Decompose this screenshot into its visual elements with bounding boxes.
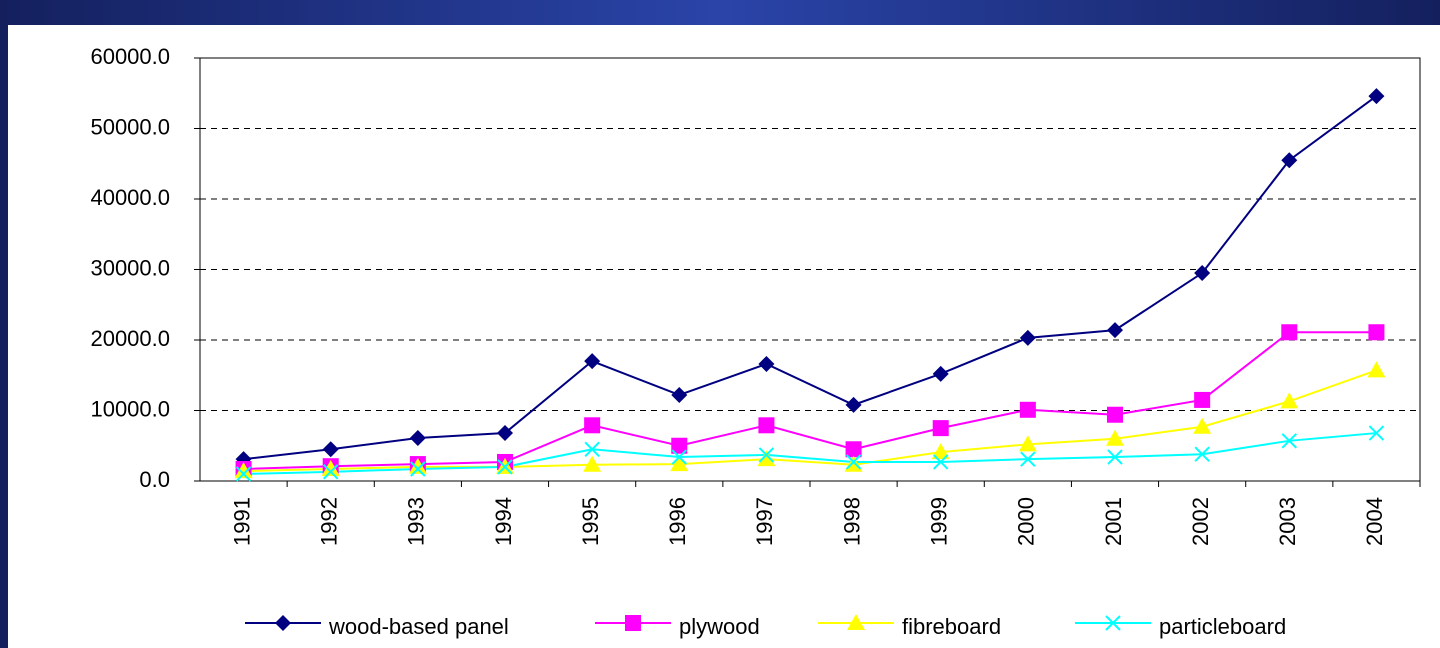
series-line — [243, 432, 1377, 475]
marker — [410, 461, 426, 477]
marker — [409, 429, 426, 446]
x-tick-label: 2000 — [1014, 497, 1039, 546]
marker — [1019, 329, 1036, 346]
x-tick-label: 1992 — [317, 497, 342, 546]
x-tick-label: 1998 — [839, 497, 864, 546]
legend-label: plywood — [679, 614, 760, 639]
marker — [1194, 265, 1211, 282]
y-tick-label: 60000.0 — [90, 44, 170, 69]
marker — [584, 353, 601, 370]
marker — [1194, 446, 1210, 462]
marker — [497, 459, 513, 475]
legend-marker — [625, 615, 641, 631]
marker — [234, 462, 253, 479]
marker — [758, 447, 775, 463]
marker — [323, 464, 339, 480]
x-tick-label: 1999 — [927, 497, 952, 546]
legend-label: particleboard — [1159, 614, 1286, 639]
marker — [1107, 406, 1123, 423]
marker — [757, 450, 776, 467]
marker — [932, 365, 949, 382]
marker — [933, 454, 949, 470]
marker — [235, 466, 252, 482]
y-tick-label: 10000.0 — [90, 396, 170, 421]
marker — [845, 441, 862, 458]
marker — [1368, 324, 1385, 341]
marker — [1019, 401, 1036, 418]
marker — [1368, 425, 1385, 441]
marker — [671, 386, 688, 403]
marker — [1281, 324, 1298, 341]
marker — [1281, 152, 1298, 169]
y-tick-label: 20000.0 — [90, 326, 170, 351]
y-tick-label: 30000.0 — [90, 255, 170, 280]
y-tick-label: 40000.0 — [90, 185, 170, 210]
legend-marker — [1105, 615, 1121, 631]
x-tick-label: 1993 — [404, 497, 429, 546]
x-tick-label: 1991 — [229, 497, 254, 546]
x-tick-label: 1997 — [752, 497, 777, 546]
marker — [1107, 449, 1123, 465]
legend-marker — [275, 615, 291, 631]
x-tick-label: 2002 — [1188, 497, 1213, 546]
marker — [584, 441, 600, 457]
marker — [1194, 391, 1211, 408]
marker — [1368, 88, 1385, 105]
marker — [584, 417, 601, 434]
marker — [1280, 392, 1299, 409]
legend-label: wood-based panel — [328, 614, 509, 639]
marker — [1018, 435, 1037, 452]
legend-label: fibreboard — [902, 614, 1001, 639]
marker — [497, 425, 513, 442]
marker — [671, 437, 688, 454]
marker — [932, 420, 949, 437]
marker — [1107, 322, 1123, 339]
marker — [1193, 417, 1212, 434]
marker — [322, 441, 339, 458]
x-tick-label: 1994 — [491, 497, 516, 546]
marker — [670, 455, 689, 472]
series-line — [243, 369, 1377, 473]
y-tick-label: 50000.0 — [90, 114, 170, 139]
x-tick-label: 1995 — [578, 497, 603, 546]
marker — [845, 454, 862, 470]
series-line — [243, 95, 1378, 461]
marker — [671, 449, 687, 465]
marker — [1281, 433, 1297, 449]
marker — [408, 457, 427, 474]
x-tick-label: 2001 — [1101, 497, 1126, 546]
marker — [583, 455, 602, 472]
marker — [1106, 429, 1124, 446]
legend-marker — [847, 614, 865, 630]
x-tick-label: 2004 — [1362, 497, 1387, 546]
marker — [758, 417, 775, 434]
marker — [845, 396, 862, 413]
marker — [758, 355, 775, 372]
x-tick-label: 2003 — [1275, 497, 1300, 546]
marker — [1367, 361, 1386, 378]
marker — [1020, 451, 1036, 467]
chart-area — [8, 25, 1440, 648]
marker — [931, 443, 950, 460]
y-tick-label: 0.0 — [139, 467, 170, 492]
x-tick-label: 1996 — [665, 497, 690, 546]
marker — [321, 460, 340, 477]
series-line — [243, 331, 1377, 471]
